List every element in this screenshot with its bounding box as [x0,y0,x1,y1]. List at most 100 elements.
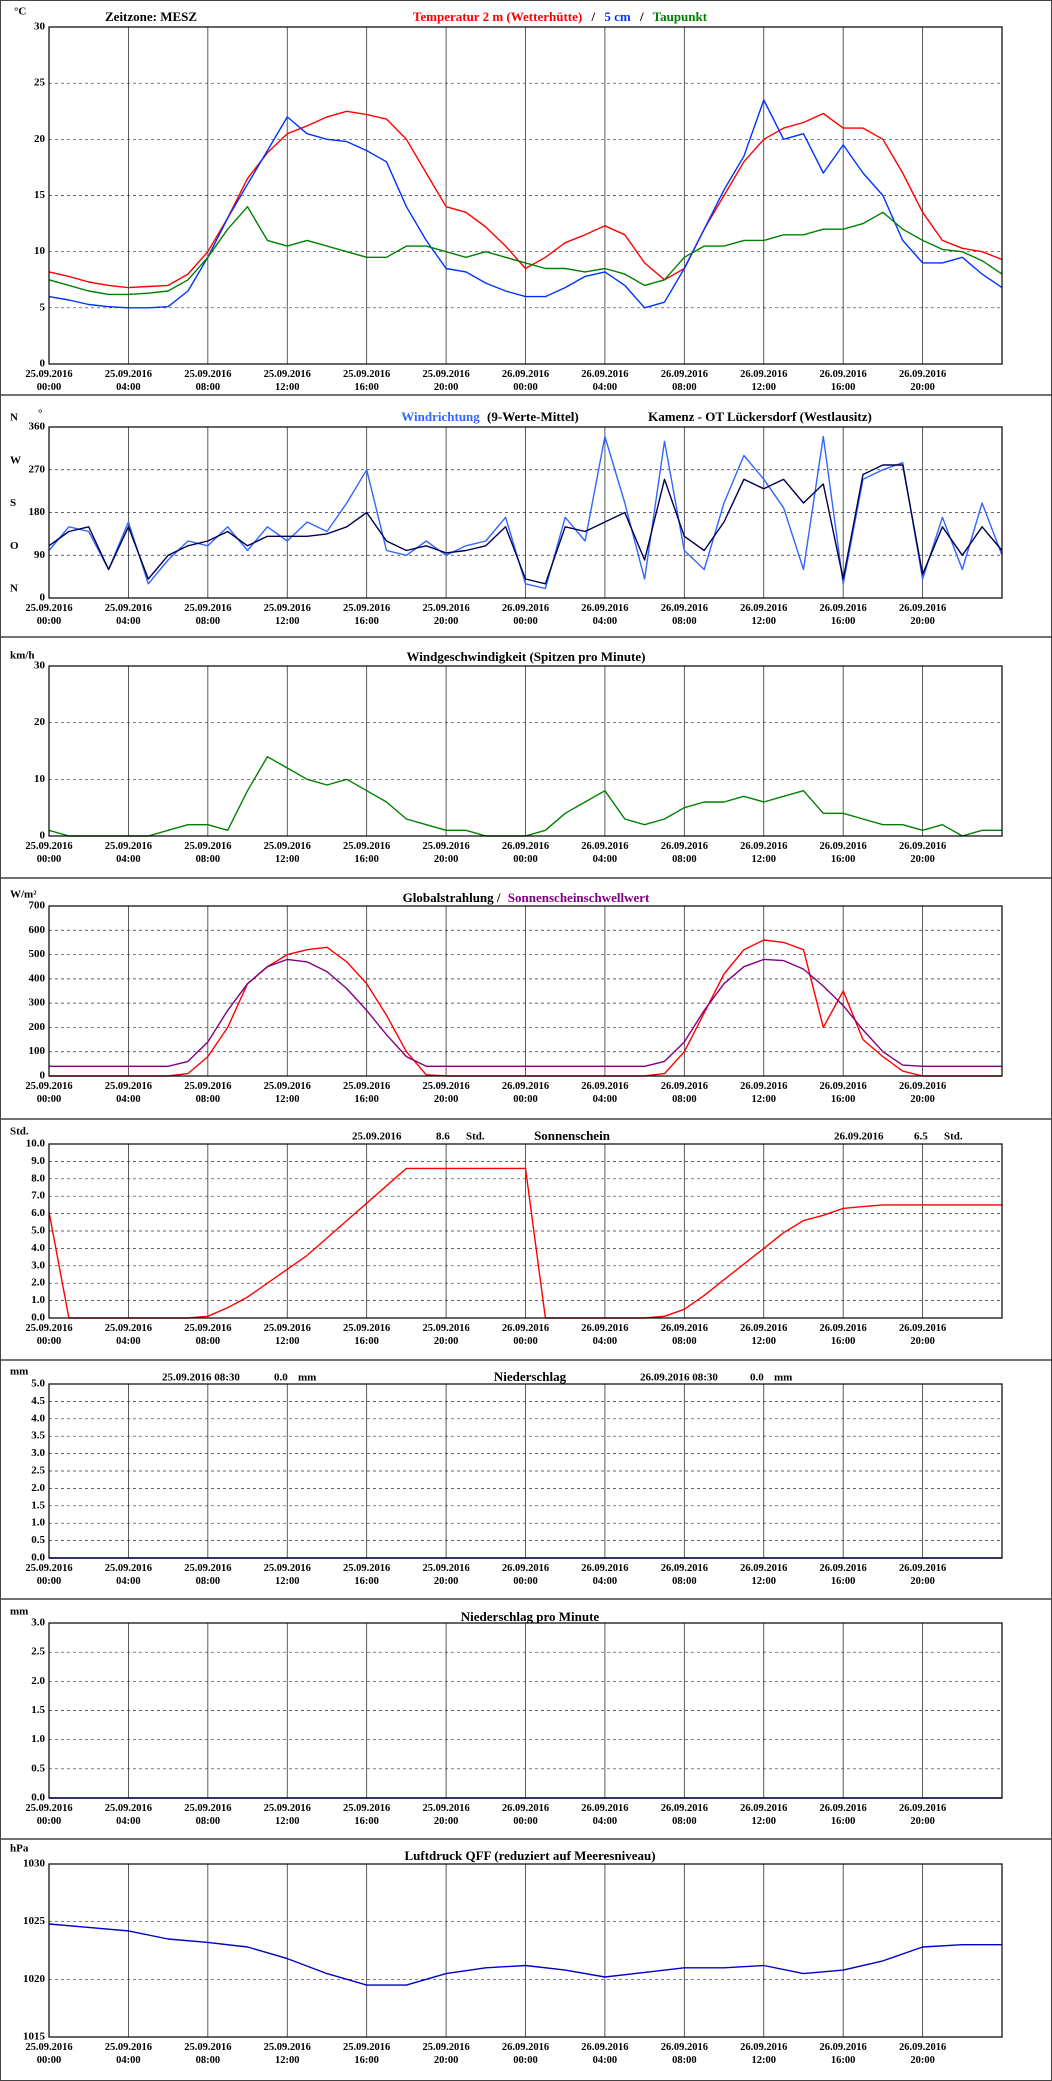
x-tick-label: 26.09.2016 04:00 [581,841,629,865]
x-tick-label: 25.09.2016 16:00 [343,1803,391,1827]
x-tick-label: 26.09.2016 00:00 [501,603,550,627]
x-tick-label-box: 26.09.2016 08:00 [661,1803,708,1827]
x-tick-label: 26.09.2016 16:00 [819,1803,867,1827]
y-tick-label: 9.0 [31,1155,45,1167]
x-tick-label-box: 25.09.2016 04:00 [104,603,153,627]
y-tick-label: 25 [34,77,46,89]
x-tick-label: 26.09.2016 16:00 [819,369,867,393]
series-line [48,1923,1002,1986]
legend-entry: Globalstrahlung [403,890,495,905]
x-tick-label-box: 26.09.2016 00:00 [501,603,550,627]
total-value: 0.0 [750,1372,764,1384]
chart-panel: 0.0 1.0 2.0 3.0 4.0 5.0 6.0 7.0 8.0 9.0 10.0 25.09.… [25,1138,1003,1347]
x-tick-label: 25.09.2016 12:00 [263,1081,311,1105]
x-tick-label-box: 26.09.2016 12:00 [740,841,787,865]
y-tick-label: 600 [29,924,46,936]
x-tick-label-box: 26.09.2016 00:00 [502,1803,549,1827]
x-tick-label-box: 25.09.2016 12:00 [264,1563,311,1587]
x-tick-label-box: 26.09.2016 00:00 [501,1081,550,1105]
x-tick-label-box: 25.09.2016 04:00 [105,1323,152,1347]
x-tick-label: 26.09.2016 20:00 [898,369,947,393]
x-tick-label-box: 25.09.2016 12:00 [263,1081,311,1105]
x-tick-label-box: 26.09.2016 16:00 [820,1323,867,1347]
plot-frame [48,1143,1003,1319]
x-tick-label: 25.09.2016 12:00 [263,603,311,627]
x-tick-label-box: 26.09.2016 20:00 [899,1081,946,1105]
x-tick-label: 26.09.2016 04:00 [581,2042,629,2066]
x-tick-label-box: 26.09.2016 12:00 [740,603,787,627]
x-tick-label-box: 26.09.2016 04:00 [581,603,628,627]
x-tick-label-box: 25.09.2016 04:00 [105,1081,152,1105]
x-tick-label-box: 26.09.2016 08:00 [661,2042,708,2066]
x-tick-label: 25.09.2016 20:00 [422,2042,470,2066]
x-tick-label-box: 25.09.2016 08:00 [184,841,231,865]
x-tick-label: 25.09.2016 00:00 [25,603,73,627]
x-tick-label: 26.09.2016 12:00 [740,2042,788,2066]
legend-entry: Sonnenscheinschwellwert [508,890,650,905]
y-tick-label: 0 [40,830,46,842]
total-value: 0.0 [274,1372,288,1384]
y-tick-label: 300 [29,997,46,1009]
x-tick-label: 25.09.2016 04:00 [104,841,153,865]
x-tick-label: 25.09.2016 12:00 [263,841,311,865]
x-tick-label: 25.09.2016 16:00 [343,603,391,627]
x-tick-label: 25.09.2016 08:00 [184,603,232,627]
x-tick-label: 26.09.2016 08:00 [660,1081,708,1105]
y-tick-label: 3.0 [31,1259,45,1271]
x-tick-label-box: 25.09.2016 00:00 [25,1563,72,1587]
x-tick-label: 25.09.2016 00:00 [25,1803,73,1827]
x-tick-label-box: 26.09.2016 12:00 [740,2042,788,2066]
panel-separators [0,394,1052,1840]
series-line [48,435,1003,590]
series-line [48,206,1003,296]
x-tick-label-box: 26.09.2016 04:00 [581,2042,629,2066]
x-tick-label-box: 26.09.2016 04:00 [581,369,629,393]
x-tick-label: 26.09.2016 20:00 [898,841,947,865]
y-tick-label: 200 [29,1021,46,1033]
x-tick-label: 25.09.2016 12:00 [263,1803,311,1827]
y-tick-label: 90 [34,549,46,561]
x-tick-label-box: 26.09.2016 16:00 [819,1563,867,1587]
x-tick-label: 26.09.2016 08:00 [660,369,708,393]
total-date: 25.09.2016 08:30 [162,1372,240,1384]
x-tick-label-box: 25.09.2016 20:00 [422,1081,469,1105]
chart-panel: 0 5 10 15 20 25 30 25.09.2016 00:00 25.09.2016 0… [25,21,1003,393]
x-tick-label-box: 26.09.2016 16:00 [820,603,867,627]
x-tick-label-box: 26.09.2016 12:00 [740,1563,787,1587]
x-tick-label: 26.09.2016 16:00 [819,841,867,865]
y-tick-label: 20 [34,716,46,728]
y-tick-label: 8.0 [31,1172,45,1184]
total-unit: mm [298,1372,316,1384]
chart-title: Luftdruck QFF (reduziert auf Meeresnivea… [404,1848,655,1863]
x-tick-label-box: 25.09.2016 20:00 [422,369,469,393]
x-tick-label: 26.09.2016 00:00 [501,841,550,865]
x-tick-label-box: 25.09.2016 00:00 [25,1323,72,1347]
y-tick-label: 2.0 [31,1675,45,1687]
legend: Windrichtung (9-Werte-Mittel) [401,409,578,424]
series-line [49,958,1002,1067]
chart-panel: 0 100 200 300 400 500 600 700 25.09.2016 00:00 25… [25,900,1003,1105]
y-tick-label: 1025 [23,1915,46,1927]
x-tick-label: 25.09.2016 20:00 [422,1323,470,1347]
x-tick-label: 25.09.2016 16:00 [343,1081,391,1105]
timezone: Zeitzone: MESZ [105,9,197,24]
x-tick-label-box: 25.09.2016 00:00 [25,603,73,627]
x-tick-label-box: 25.09.2016 04:00 [105,369,152,393]
x-tick-label-box: 25.09.2016 12:00 [263,603,311,627]
x-tick-label: 25.09.2016 20:00 [422,1803,470,1827]
x-tick-label: 25.09.2016 16:00 [343,1323,391,1347]
y-tick-label: 500 [29,948,46,960]
x-tick-label: 26.09.2016 16:00 [819,1563,867,1587]
x-tick-label-box: 25.09.2016 08:00 [184,2042,231,2066]
x-tick-label-box: 26.09.2016 20:00 [899,1803,946,1827]
x-tick-label: 25.09.2016 04:00 [104,603,153,627]
y-tick-label: 10.0 [26,1138,46,1150]
x-tick-label: 26.09.2016 00:00 [501,1081,550,1105]
x-tick-label-box: 26.09.2016 08:00 [661,1323,708,1347]
x-tick-label-box: 25.09.2016 16:00 [343,369,390,393]
x-tick-label: 26.09.2016 04:00 [581,369,629,393]
x-tick-label-box: 26.09.2016 04:00 [581,1803,628,1827]
x-tick-label: 26.09.2016 12:00 [740,1323,788,1347]
unit: km/h [10,650,34,662]
compass-label: N [10,583,18,595]
